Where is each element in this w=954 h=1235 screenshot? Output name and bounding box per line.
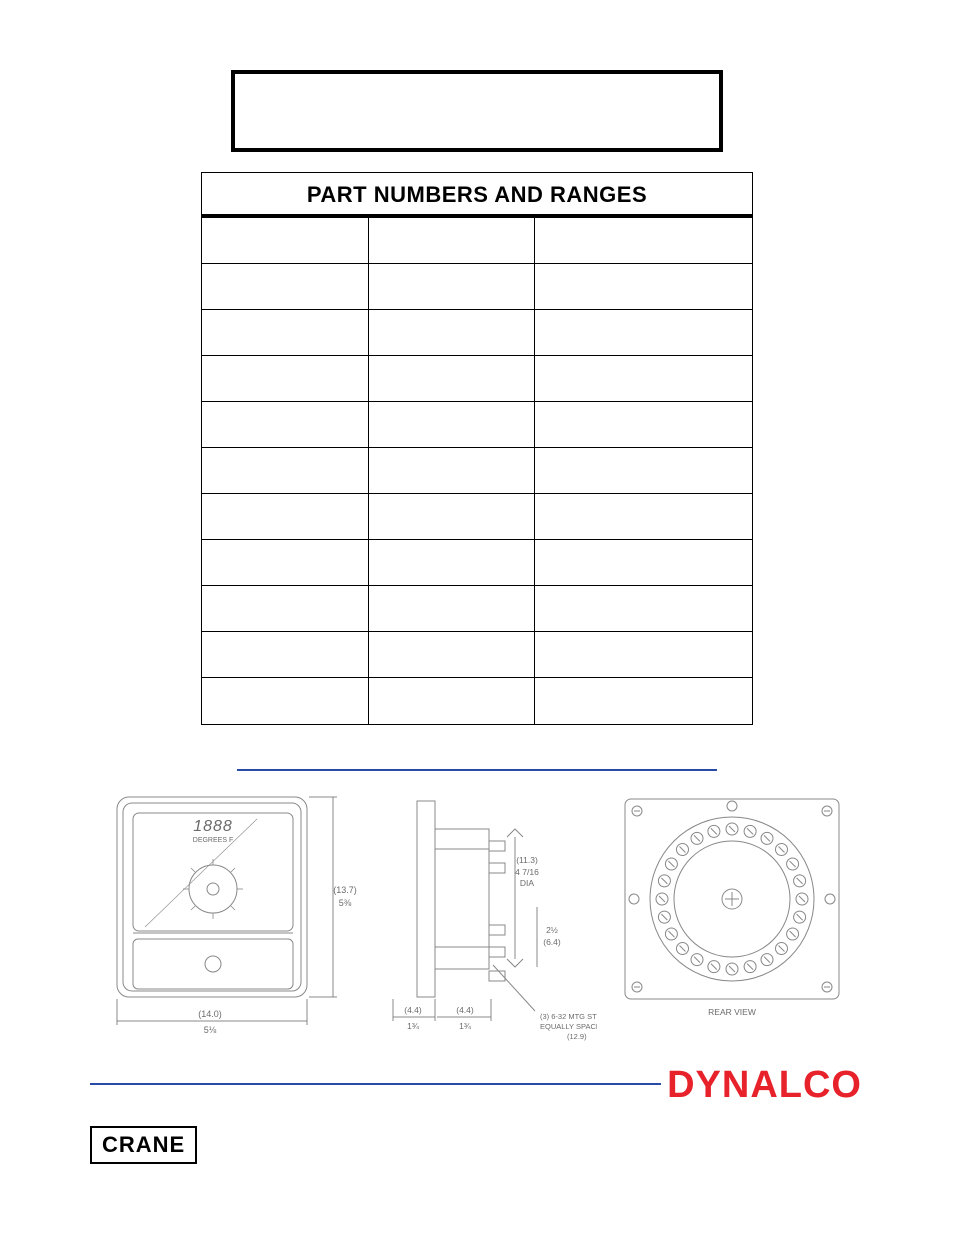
table-cell [368, 218, 534, 264]
crane-badge: CRANE [90, 1126, 197, 1164]
units-label: DEGREES F [193, 837, 233, 844]
side-off-mm: (6.4) [543, 937, 561, 947]
table-cell [534, 678, 752, 724]
table-cell [368, 494, 534, 540]
table-cell [534, 494, 752, 540]
table-cell [368, 540, 534, 586]
table-cell [368, 264, 534, 310]
table-row [202, 586, 752, 632]
table-cell [202, 264, 368, 310]
table-row [202, 356, 752, 402]
table-title: PART NUMBERS AND RANGES [202, 173, 752, 217]
table-cell [534, 448, 752, 494]
side-d1-frac: 1¾ [407, 1021, 420, 1031]
table-row [202, 310, 752, 356]
side-off-frac: 2½ [546, 925, 558, 935]
table-cell [202, 678, 368, 724]
dim-height-frac: 5⅜ [339, 898, 352, 908]
table-cell [534, 264, 752, 310]
lcd-display: 1888 [193, 818, 233, 835]
logo-text: DYNALCO [667, 1064, 862, 1106]
table-cell [202, 632, 368, 678]
dim-height-mm: (13.7) [333, 885, 357, 895]
drawing-side: (11.3) 4 7/16 DIA 2½ (6.4) (4.4) 1¾ (4.4… [367, 789, 597, 1049]
crane-text: CRANE [102, 1132, 185, 1157]
table-row [202, 494, 752, 540]
table-cell [368, 402, 534, 448]
table-row [202, 264, 752, 310]
stud-note-3: (12.9) [567, 1032, 587, 1041]
table-cell [534, 540, 752, 586]
table-row [202, 218, 752, 264]
table-cell [368, 632, 534, 678]
table-cell [534, 310, 752, 356]
table-cell [368, 678, 534, 724]
table-cell [534, 402, 752, 448]
part-table [202, 217, 752, 724]
logo-dynalco: DYNALCO [661, 1064, 862, 1107]
table-cell [202, 402, 368, 448]
table-row [202, 402, 752, 448]
table-cell [202, 356, 368, 402]
table-cell [202, 218, 368, 264]
drawing-rear: REAR VIEW [607, 789, 857, 1049]
part-table-container: PART NUMBERS AND RANGES [201, 172, 753, 725]
table-cell [534, 356, 752, 402]
dim-width-frac: 5⅛ [204, 1025, 217, 1035]
stud-note-2: EQUALLY SPACED ON 5 1/16 DIA [540, 1022, 597, 1031]
table-cell [368, 310, 534, 356]
rear-view-label: REAR VIEW [708, 1007, 756, 1017]
side-d2-mm: (4.4) [456, 1005, 474, 1015]
table-cell [368, 356, 534, 402]
table-row [202, 448, 752, 494]
side-d2-frac: 1¾ [459, 1021, 472, 1031]
table-cell [368, 448, 534, 494]
table-cell [202, 494, 368, 540]
table-cell [534, 632, 752, 678]
table-row [202, 632, 752, 678]
drawing-front: 1888 DEGREES F (14.0) 5⅛ (13.7) 5⅜ [97, 789, 357, 1049]
table-row [202, 540, 752, 586]
drawings-row: 1888 DEGREES F (14.0) 5⅛ (13.7) 5⅜ [97, 789, 857, 1049]
table-cell [534, 586, 752, 632]
table-cell [202, 540, 368, 586]
top-empty-box [231, 70, 723, 152]
table-cell [202, 586, 368, 632]
table-cell [202, 310, 368, 356]
dimensions-underline [237, 765, 717, 771]
side-dia-mm: (11.3) [516, 855, 538, 865]
side-d1-mm: (4.4) [404, 1005, 422, 1015]
dim-width-mm: (14.0) [198, 1009, 222, 1019]
table-cell [534, 218, 752, 264]
table-cell [202, 448, 368, 494]
table-row [202, 678, 752, 724]
side-dia-lbl: DIA [520, 878, 535, 888]
side-dia-frac: 4 7/16 [515, 867, 539, 877]
stud-note-1: (3) 6-32 MTG STUDS [540, 1012, 597, 1021]
table-cell [368, 586, 534, 632]
